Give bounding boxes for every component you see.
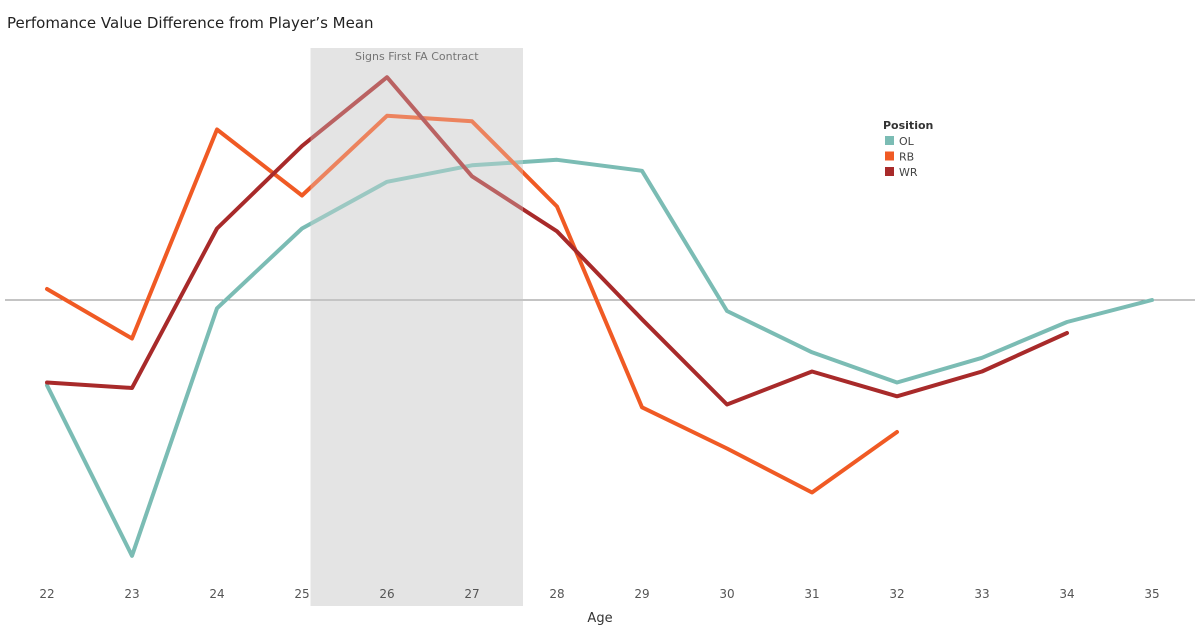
legend-title: Position bbox=[883, 119, 933, 132]
x-tick-label: 27 bbox=[464, 587, 479, 601]
x-tick-label: 35 bbox=[1144, 587, 1159, 601]
fa-contract-band-label: Signs First FA Contract bbox=[355, 50, 479, 63]
legend-label-wr: WR bbox=[899, 166, 918, 179]
series-line-rb bbox=[45, 113, 899, 495]
series-layer bbox=[45, 48, 1154, 606]
x-tick-label: 25 bbox=[294, 587, 309, 601]
x-tick-label: 26 bbox=[379, 587, 394, 601]
series-line-ol bbox=[45, 157, 1154, 558]
x-tick-label: 33 bbox=[974, 587, 989, 601]
x-tick-label: 22 bbox=[39, 587, 54, 601]
legend-swatch-rb bbox=[885, 151, 894, 161]
x-axis-label: Age bbox=[587, 611, 612, 626]
x-tick-label: 32 bbox=[889, 587, 904, 601]
x-tick-label: 23 bbox=[124, 587, 139, 601]
legend-swatch-wr bbox=[885, 167, 894, 176]
x-tick-label: 34 bbox=[1059, 587, 1074, 601]
legend-label-ol: OL bbox=[899, 135, 915, 148]
x-tick-label: 24 bbox=[209, 587, 224, 601]
legend-label-rb: RB bbox=[899, 151, 914, 164]
legend-swatch-ol bbox=[885, 136, 894, 145]
x-axis-ticks: 22 23 24 25 26 27 28 29 30 31 32 33 34 35 bbox=[39, 587, 1159, 601]
series-line-wr bbox=[45, 75, 1069, 407]
x-tick-label: 30 bbox=[719, 587, 734, 601]
fa-contract-band bbox=[310, 48, 523, 606]
x-tick-label: 29 bbox=[634, 587, 649, 601]
x-tick-label: 31 bbox=[804, 587, 819, 601]
chart-title: Perfomance Value Difference from Player’… bbox=[7, 14, 374, 32]
x-tick-label: 28 bbox=[549, 587, 564, 601]
fa-contract-band-overlay bbox=[310, 48, 523, 606]
legend: Position OL RB WR bbox=[883, 119, 933, 179]
